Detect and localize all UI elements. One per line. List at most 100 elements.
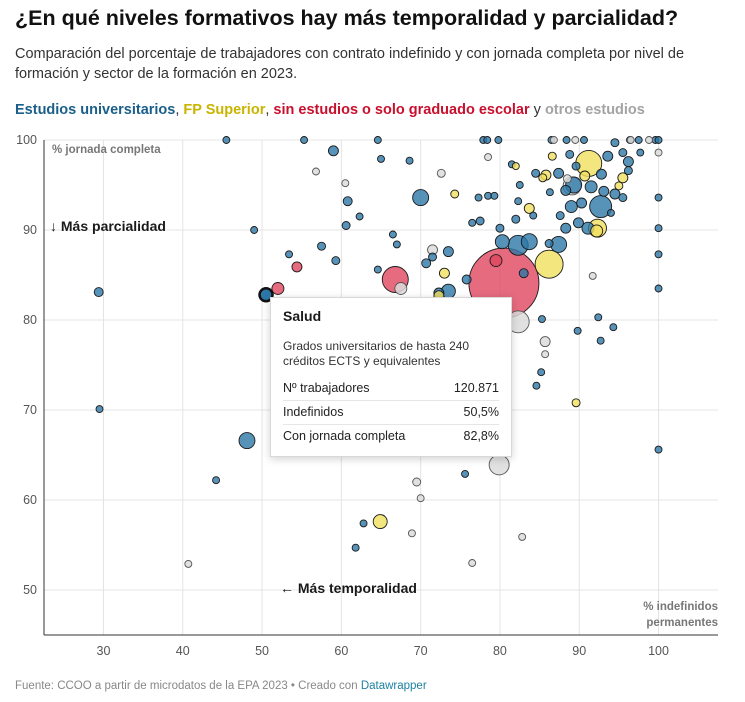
point-universitarios[interactable] bbox=[468, 218, 477, 227]
point-universitarios[interactable] bbox=[355, 212, 364, 221]
point-fp_superior[interactable] bbox=[450, 189, 460, 199]
point-universitarios[interactable] bbox=[222, 136, 231, 144]
point-sin_estudios[interactable] bbox=[489, 254, 503, 268]
point-universitarios[interactable] bbox=[461, 274, 472, 285]
point-sin_estudios[interactable] bbox=[271, 282, 285, 295]
point-universitarios[interactable] bbox=[545, 188, 554, 197]
point-otros[interactable] bbox=[407, 529, 416, 538]
point-universitarios[interactable] bbox=[494, 234, 510, 250]
point-universitarios[interactable] bbox=[494, 136, 503, 144]
point-universitarios[interactable] bbox=[609, 323, 618, 332]
point-universitarios[interactable] bbox=[373, 265, 382, 274]
point-universitarios[interactable] bbox=[359, 519, 368, 528]
point-otros[interactable] bbox=[626, 136, 635, 144]
point-universitarios[interactable] bbox=[474, 193, 483, 202]
point-universitarios[interactable] bbox=[565, 149, 575, 159]
point-universitarios[interactable] bbox=[654, 284, 663, 293]
point-universitarios[interactable] bbox=[538, 315, 546, 324]
point-otros[interactable] bbox=[562, 174, 572, 184]
point-fp_superior[interactable] bbox=[571, 398, 581, 408]
point-universitarios[interactable] bbox=[412, 189, 430, 207]
point-otros[interactable] bbox=[484, 153, 492, 162]
point-universitarios[interactable] bbox=[562, 136, 571, 144]
point-universitarios[interactable] bbox=[595, 168, 607, 180]
point-universitarios[interactable] bbox=[544, 239, 554, 248]
point-universitarios[interactable] bbox=[250, 226, 259, 234]
point-universitarios[interactable] bbox=[341, 221, 351, 230]
point-otros[interactable] bbox=[312, 167, 320, 176]
point-universitarios[interactable] bbox=[602, 150, 614, 162]
point-otros[interactable] bbox=[539, 336, 551, 348]
point-universitarios[interactable] bbox=[654, 136, 663, 144]
point-otros[interactable] bbox=[588, 271, 597, 280]
point-universitarios[interactable] bbox=[598, 185, 610, 197]
point-universitarios[interactable] bbox=[428, 252, 437, 262]
point-universitarios[interactable] bbox=[580, 136, 588, 144]
point-universitarios[interactable] bbox=[238, 432, 256, 450]
point-universitarios[interactable] bbox=[529, 211, 538, 220]
point-otros[interactable] bbox=[468, 559, 477, 567]
point-universitarios[interactable] bbox=[495, 223, 505, 233]
point-universitarios[interactable] bbox=[285, 250, 293, 259]
point-universitarios[interactable] bbox=[461, 469, 470, 478]
point-universitarios[interactable] bbox=[564, 200, 578, 214]
point-otros[interactable] bbox=[571, 136, 580, 144]
point-otros[interactable] bbox=[394, 282, 408, 295]
point-universitarios[interactable] bbox=[331, 256, 341, 266]
point-universitarios[interactable] bbox=[576, 197, 588, 209]
point-fp_superior[interactable] bbox=[523, 202, 535, 214]
point-otros[interactable] bbox=[518, 532, 527, 541]
point-fp_superior[interactable] bbox=[538, 173, 548, 183]
point-universitarios[interactable] bbox=[317, 241, 326, 251]
point-universitarios[interactable] bbox=[572, 217, 584, 229]
point-fp_superior[interactable] bbox=[438, 267, 450, 279]
point-universitarios[interactable] bbox=[405, 156, 414, 165]
point-otros[interactable] bbox=[416, 494, 425, 503]
point-sin_estudios[interactable] bbox=[291, 261, 303, 273]
point-universitarios[interactable] bbox=[531, 168, 541, 178]
point-fp_superior[interactable] bbox=[590, 224, 604, 238]
point-universitarios[interactable] bbox=[654, 250, 663, 259]
point-universitarios[interactable] bbox=[609, 188, 621, 200]
point-universitarios[interactable] bbox=[623, 166, 633, 176]
point-otros[interactable] bbox=[412, 477, 422, 487]
point-universitarios[interactable] bbox=[388, 230, 397, 239]
point-universitarios[interactable] bbox=[555, 211, 565, 221]
point-otros[interactable] bbox=[541, 350, 550, 359]
point-universitarios[interactable] bbox=[327, 145, 339, 157]
point-otros[interactable] bbox=[184, 559, 193, 568]
point-universitarios[interactable] bbox=[610, 138, 620, 148]
point-fp_superior[interactable] bbox=[534, 249, 564, 279]
point-universitarios[interactable] bbox=[618, 193, 628, 203]
point-otros[interactable] bbox=[549, 136, 558, 144]
footer-datawrapper-link[interactable]: Datawrapper bbox=[360, 680, 427, 692]
point-universitarios[interactable] bbox=[342, 196, 353, 207]
point-universitarios[interactable] bbox=[475, 216, 485, 226]
point-universitarios[interactable] bbox=[607, 208, 615, 217]
point-universitarios[interactable] bbox=[560, 184, 572, 196]
point-universitarios[interactable] bbox=[553, 167, 565, 179]
point-universitarios[interactable] bbox=[351, 543, 360, 552]
point-universitarios[interactable] bbox=[511, 214, 521, 224]
point-universitarios[interactable] bbox=[654, 224, 663, 233]
point-fp_superior[interactable] bbox=[547, 151, 557, 161]
point-otros[interactable] bbox=[645, 136, 653, 144]
point-universitarios[interactable] bbox=[618, 148, 628, 158]
point-fp_superior[interactable] bbox=[579, 170, 591, 182]
point-universitarios[interactable] bbox=[520, 233, 538, 251]
point-universitarios[interactable] bbox=[518, 268, 529, 279]
point-universitarios[interactable] bbox=[571, 161, 581, 171]
point-universitarios[interactable] bbox=[392, 240, 401, 249]
point-fp_superior[interactable] bbox=[614, 181, 624, 191]
point-universitarios[interactable] bbox=[300, 136, 309, 144]
point-universitarios[interactable] bbox=[636, 148, 645, 157]
point-universitarios[interactable] bbox=[212, 476, 221, 485]
point-universitarios[interactable] bbox=[634, 136, 643, 144]
point-universitarios[interactable] bbox=[560, 222, 572, 234]
point-universitarios[interactable] bbox=[95, 405, 104, 414]
point-otros[interactable] bbox=[488, 454, 510, 476]
point-universitarios[interactable] bbox=[594, 313, 603, 322]
point-otros[interactable] bbox=[436, 168, 446, 178]
point-fp_superior[interactable] bbox=[617, 172, 629, 184]
point-universitarios[interactable] bbox=[442, 246, 454, 258]
